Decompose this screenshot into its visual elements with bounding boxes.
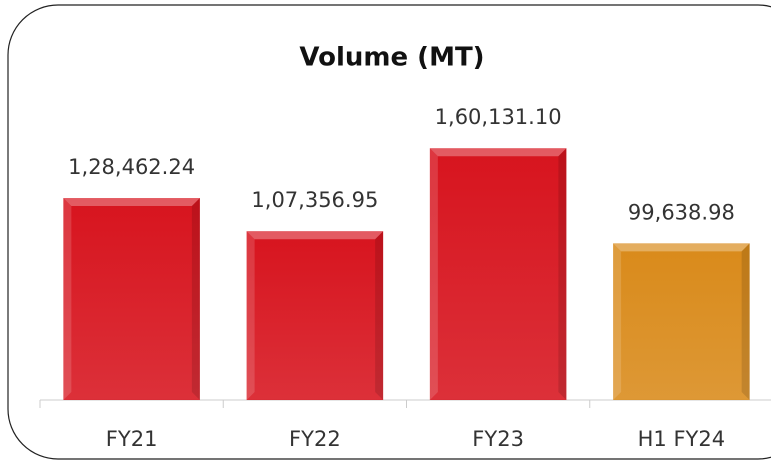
bar-bevel [63, 198, 200, 207]
bar [613, 243, 750, 400]
data-label: 99,638.98 [628, 200, 735, 224]
chart-title: Volume (MT) [299, 43, 484, 73]
x-tick-label: FY21 [106, 427, 158, 451]
bar-bevel [191, 198, 200, 400]
x-tick-label: FY22 [289, 427, 341, 451]
data-label: 1,28,462.24 [68, 155, 195, 179]
bar-bevel [246, 231, 384, 240]
bar-bevel [558, 148, 567, 400]
bar-bevel [741, 243, 750, 400]
bar [63, 198, 200, 400]
bar-bevel [63, 198, 72, 400]
x-tick-label: H1 FY24 [638, 427, 725, 451]
bar-bevel [246, 231, 255, 400]
bar [429, 148, 567, 400]
data-label: 1,60,131.10 [435, 105, 562, 129]
data-label: 1,07,356.95 [251, 188, 378, 212]
bar-bevel [613, 243, 750, 252]
bar [246, 231, 384, 400]
bar-bevel [375, 231, 384, 400]
bar-bevel [429, 148, 567, 157]
x-tick-label: FY23 [472, 427, 524, 451]
bar-bevel [613, 243, 622, 400]
bar-bevel [429, 148, 438, 400]
